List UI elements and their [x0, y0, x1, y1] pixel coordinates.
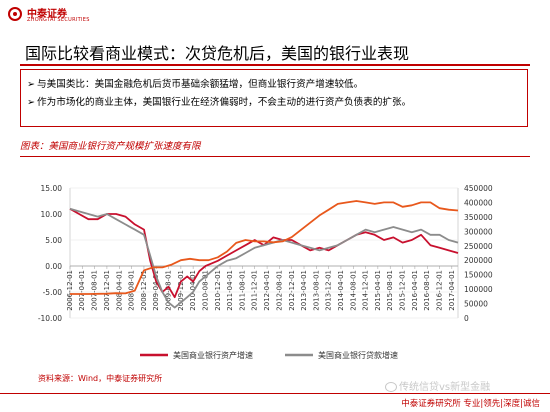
series-line-3: [70, 200, 459, 295]
x-tick-label: 2013-08-01: [312, 270, 320, 311]
x-tick-label: 2015-04-01: [374, 270, 382, 311]
y-tick-label-right: 400000: [464, 198, 493, 207]
arrow-right-icon: ➢: [27, 97, 36, 108]
x-tick-label: 2007-04-01: [78, 270, 86, 311]
x-tick-label: 2006-12-01: [66, 270, 74, 311]
x-tick-label: 2007-08-01: [91, 270, 99, 311]
header: 中泰证券 ZHONGTAI SECURITIES: [0, 0, 550, 30]
figure-divider: [20, 156, 530, 157]
y-tick-label-left: -5.00: [43, 288, 63, 297]
x-tick-label: 2008-12-01: [140, 270, 148, 311]
y-axis-right: 0 50000 100000 150000 200000 250000 300000 3500…: [464, 184, 493, 323]
title-divider: [20, 64, 530, 66]
x-tick-label: 2015-08-01: [386, 270, 394, 311]
y-tick-label-right: 100000: [464, 285, 493, 294]
x-tick-label: 2014-12-01: [362, 270, 370, 311]
y-tick-label-right: 0: [464, 314, 469, 323]
y-tick-label-right: 300000: [464, 227, 493, 236]
footer-text: 中泰证券研究所 专业|领先|深度|诚信: [401, 399, 540, 409]
watermark: 传统信贷vs新型金融: [385, 378, 490, 393]
line-chart: -10.00 -5.00 0.00 5.00 10.00 15.00 0 50000 1000…: [38, 184, 493, 360]
y-tick-label-left: -10.00: [38, 314, 62, 323]
source-note: 资料来源：Wind，中泰证券研究所: [38, 374, 163, 383]
series-line-1: [69, 208, 459, 299]
x-tick-label: 2009-08-01: [165, 270, 173, 311]
x-tick-label: 2008-04-01: [115, 270, 123, 311]
y-tick-label-left: 10.00: [41, 210, 63, 219]
x-tick-label: 2013-12-01: [325, 270, 333, 311]
x-tick-label: 2011-04-01: [226, 270, 234, 311]
x-tick-label: 2017-04-01: [448, 270, 456, 311]
x-tick-label: 2010-08-01: [201, 270, 209, 311]
brand-logo-icon: [8, 7, 22, 21]
y-tick-label-left: 15.00: [41, 184, 63, 193]
x-tick-label: 2012-08-01: [275, 270, 283, 311]
y-tick-label-right: 150000: [464, 271, 493, 280]
x-tick-label: 2013-04-01: [300, 270, 308, 311]
y-tick-label-right: 350000: [464, 213, 493, 222]
x-tick-label: 2012-04-01: [263, 270, 271, 311]
bullet-item: ➢ 作为市场化的商业主体，美国银行业在经济偏弱时，不会主动的进行资产负债表的扩张。: [27, 94, 521, 112]
brand-name-cn: 中泰证券: [27, 9, 67, 20]
bullet-text: 作为市场化的商业主体，美国银行业在经济偏弱时，不会主动的进行资产负债表的扩张。: [37, 97, 412, 108]
y-tick-label-right: 450000: [464, 184, 493, 193]
x-tick-label: 2010-12-01: [214, 270, 222, 311]
x-tick-label: 2008-08-01: [128, 270, 136, 311]
wechat-icon: [385, 382, 397, 392]
x-tick-label: 2009-04-01: [152, 270, 160, 311]
chart-grid: [69, 187, 459, 319]
watermark-text: 传统信贷vs新型金融: [399, 382, 491, 393]
bullet-box: ➢ 与美国类比：美国金融危机后货币基础余额猛增，但商业银行资产增速较低。 ➢ 作为市…: [20, 69, 528, 127]
legend-label: 美国商业银行贷款增速: [318, 350, 398, 360]
x-tick-label: 2015-12-01: [399, 270, 407, 311]
y-tick-label-right: 50000: [464, 300, 488, 309]
x-tick-label: 2007-12-01: [103, 270, 111, 311]
x-tick-label: 2011-12-01: [251, 270, 259, 311]
chart-series: [69, 200, 459, 309]
bullet-text: 与美国类比：美国金融危机后货币基础余额猛增，但商业银行资产增速较低。: [37, 79, 364, 90]
page-title: 国际比较看商业模式：次贷危机后，美国的银行业表现: [25, 44, 410, 63]
chart-legend: 美国商业银行资产增速 美国商业银行贷款增速: [140, 350, 398, 360]
y-tick-label-right: 200000: [464, 256, 493, 265]
x-tick-label: 2011-08-01: [238, 270, 246, 311]
series-line-2: [69, 207, 459, 309]
figure-title: 图表：美国商业银行资产规模扩张速度有限: [20, 141, 201, 152]
x-tick-label: 2009-12-01: [177, 270, 185, 311]
y-axis-left: -10.00 -5.00 0.00 5.00 10.00 15.00: [38, 184, 62, 323]
y-tick-label-right: 250000: [464, 242, 493, 251]
x-tick-label: 2014-08-01: [349, 270, 357, 311]
x-tick-label: 2016-08-01: [423, 270, 431, 311]
bullet-item: ➢ 与美国类比：美国金融危机后货币基础余额猛增，但商业银行资产增速较低。: [27, 76, 521, 94]
x-tick-label: 2016-12-01: [436, 270, 444, 311]
footer-divider: [0, 393, 550, 394]
arrow-right-icon: ➢: [27, 79, 36, 90]
y-tick-label-left: 5.00: [45, 236, 62, 245]
x-tick-label: 2014-04-01: [337, 270, 345, 311]
x-tick-label: 2012-12-01: [288, 270, 296, 311]
brand-name-en: ZHONGTAI SECURITIES: [27, 17, 90, 23]
x-tick-label: 2016-04-01: [411, 270, 419, 311]
legend-label: 美国商业银行资产增速: [173, 350, 253, 360]
x-axis: 2006-12-01 2007-04-01 2007-08-01 2007-12-01…: [66, 266, 456, 311]
y-tick-label-left: 0.00: [45, 262, 62, 271]
